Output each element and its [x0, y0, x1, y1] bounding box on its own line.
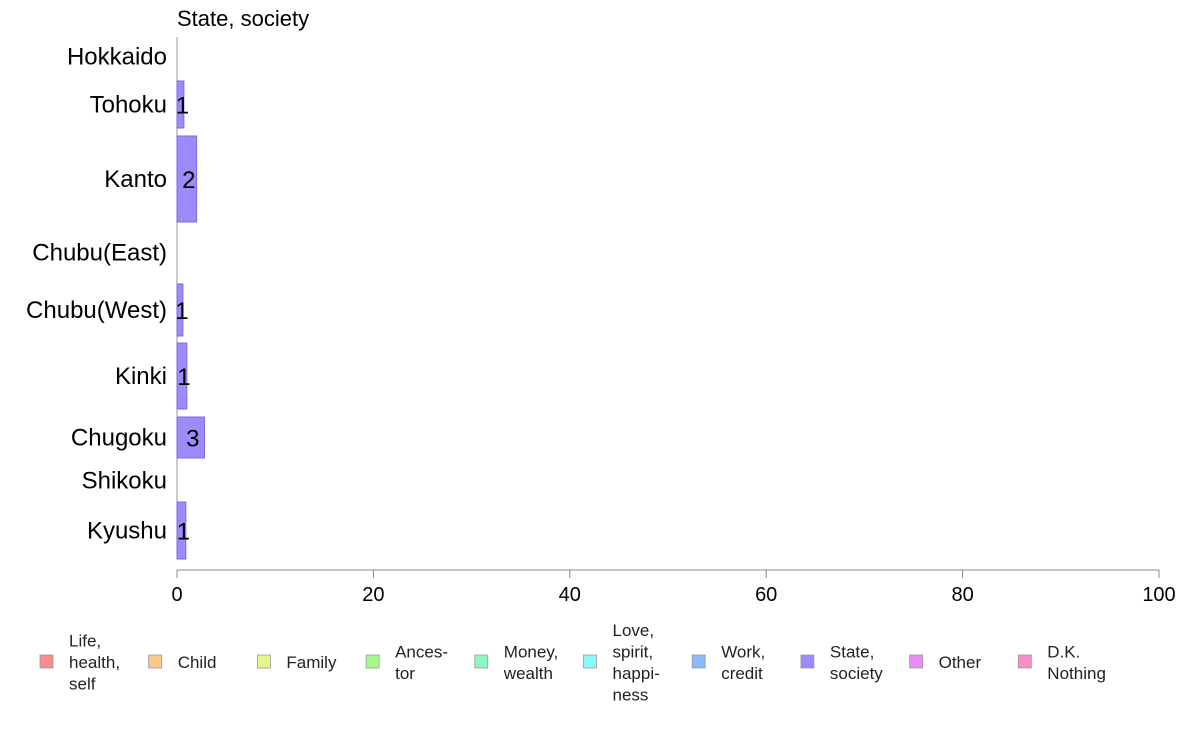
legend-swatch — [1017, 654, 1032, 669]
legend-item: Child — [148, 653, 217, 672]
legend-label: Work, credit — [721, 642, 765, 683]
category-label: Chugoku — [71, 425, 167, 452]
category-label: Chubu(East) — [32, 240, 167, 267]
legend-swatch — [800, 654, 815, 669]
legend-label: D.K. Nothing — [1047, 642, 1106, 683]
legend-label: Family — [286, 653, 337, 672]
x-tick-label: 0 — [171, 584, 182, 606]
legend-label: Love, spirit, happi-ness — [613, 621, 660, 705]
category-label: Tohoku — [90, 92, 167, 119]
legend-item: Life, health, self — [39, 632, 120, 694]
legend-swatch — [474, 654, 489, 669]
bar — [176, 342, 188, 410]
legend-swatch — [256, 654, 271, 669]
category-label: Kanto — [104, 166, 167, 193]
x-tick-label: 20 — [362, 584, 384, 606]
bar — [176, 416, 205, 459]
chart-title: State, society — [177, 6, 309, 31]
legend: Life, health, self Child Family Ances-tor Mone… — [39, 621, 1106, 705]
bar — [176, 135, 198, 223]
legend-label: State, society — [830, 642, 883, 683]
legend-item: Money, wealth — [474, 642, 559, 683]
x-tick-label: 100 — [1142, 584, 1175, 606]
data-label: 1 — [177, 519, 190, 546]
category-label: Hokkaido — [67, 44, 167, 71]
legend-item: Ances-tor — [365, 642, 448, 683]
bars-layer: Hokkaido Tohoku 1 Kanto 2 Chubu(East) Chubu(We… — [26, 37, 205, 560]
legend-swatch — [39, 654, 54, 669]
data-label: 3 — [186, 426, 199, 453]
legend-item: Work, credit — [691, 642, 765, 683]
x-tick-label: 60 — [755, 584, 777, 606]
legend-item: State, society — [800, 642, 883, 683]
category-label: Chubu(West) — [26, 297, 167, 324]
bar — [176, 80, 185, 129]
x-tick-label: 40 — [559, 584, 581, 606]
legend-item: Love, spirit, happi-ness — [583, 621, 660, 705]
data-label: 1 — [175, 298, 188, 325]
category-label: Kyushu — [87, 518, 167, 545]
x-tick-label: 80 — [951, 584, 973, 606]
category-label: Shikoku — [82, 468, 167, 495]
legend-swatch — [583, 654, 597, 669]
data-label: 2 — [182, 167, 195, 194]
legend-item: Other — [909, 653, 982, 672]
bar — [176, 501, 187, 560]
legend-swatch — [365, 654, 380, 669]
data-label: 1 — [177, 364, 190, 391]
legend-label: Child — [178, 653, 217, 672]
legend-label: Life, health, self — [69, 632, 120, 694]
data-label: 1 — [176, 93, 189, 120]
category-label: Kinki — [115, 363, 167, 390]
legend-label: Money, wealth — [503, 642, 559, 683]
legend-swatch — [148, 654, 163, 669]
legend-label: Ances-tor — [395, 642, 448, 683]
legend-item: Family — [256, 653, 337, 672]
legend-item: D.K. Nothing — [1017, 642, 1106, 683]
bar — [176, 283, 184, 337]
legend-label: Other — [939, 653, 982, 672]
legend-swatch — [691, 654, 706, 669]
legend-swatch — [909, 654, 923, 669]
x-axis: 0 20 40 60 80 100 — [171, 569, 1176, 606]
